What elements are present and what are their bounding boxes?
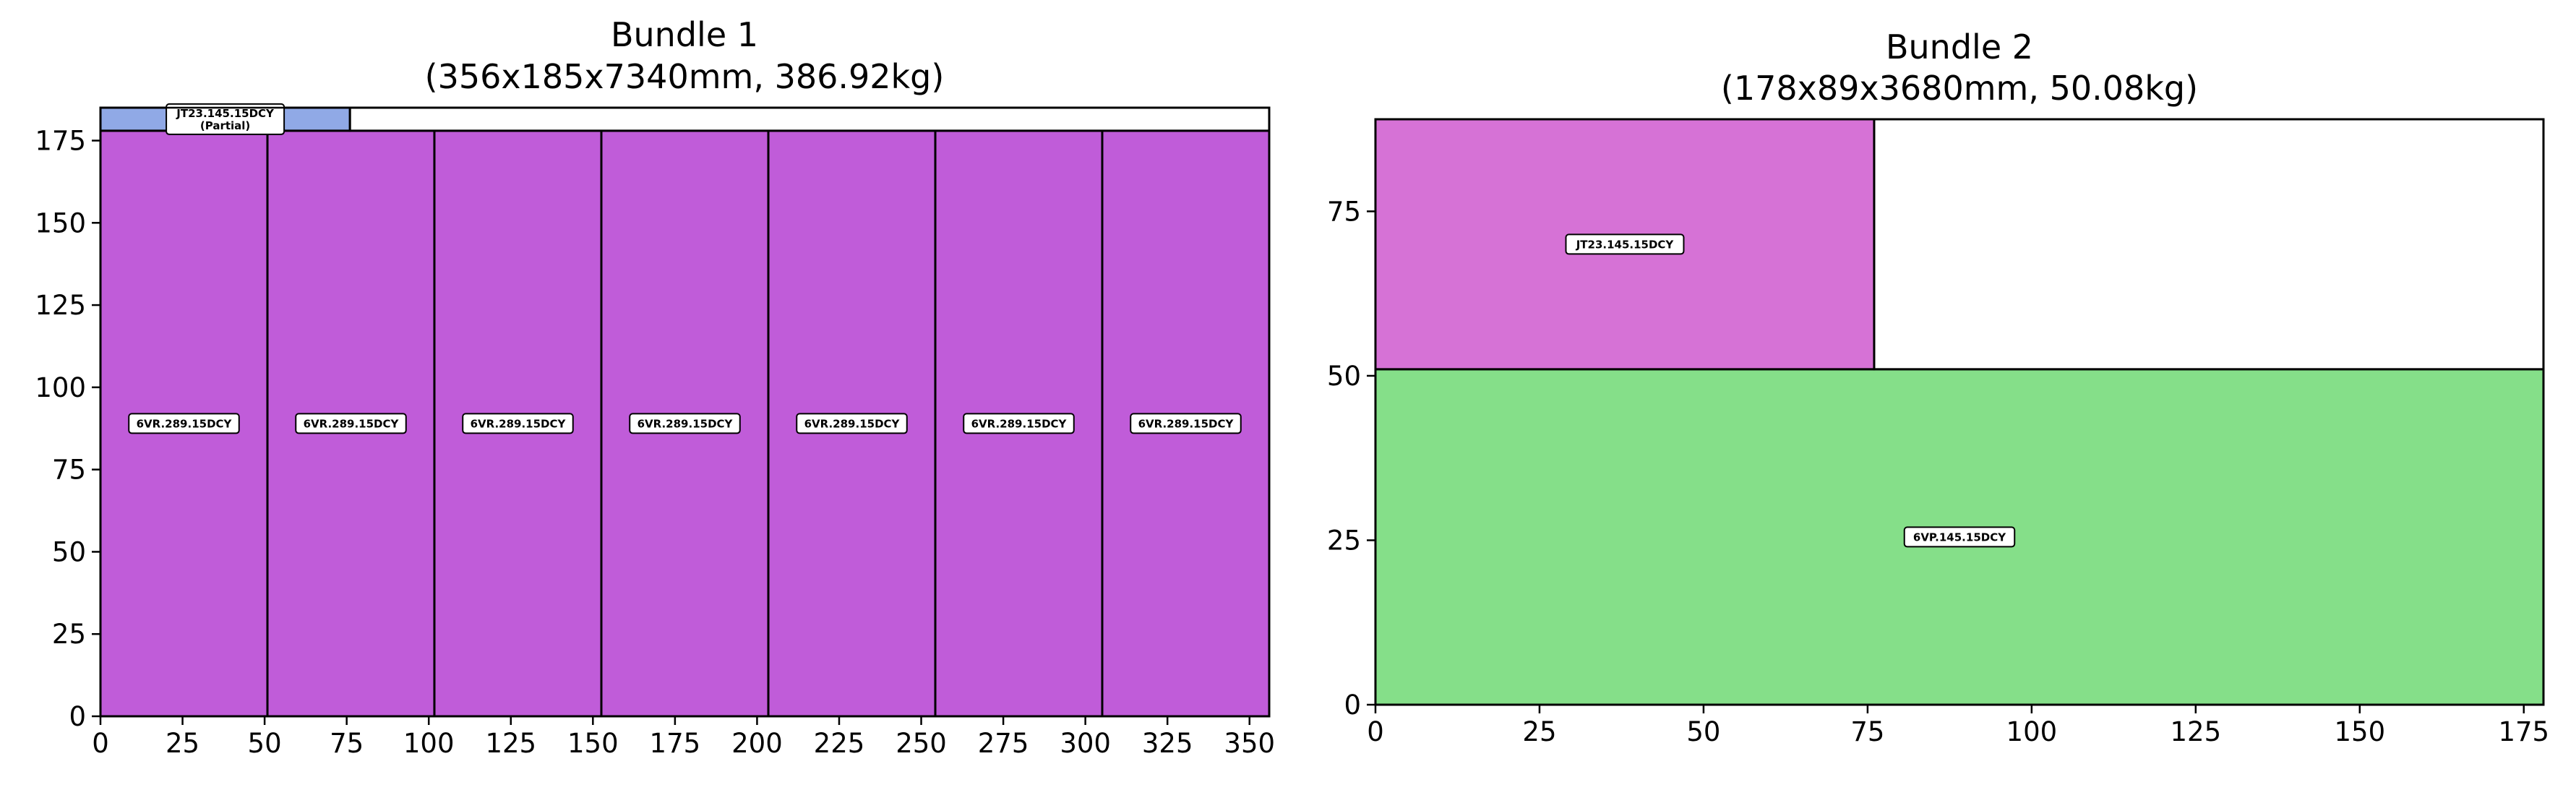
piece-label: 6VR.289.15DCY — [796, 413, 908, 434]
y-tick-label: 0 — [1344, 690, 1361, 721]
empty-space-rect — [348, 106, 1271, 132]
piece-label-box — [1130, 413, 1242, 434]
piece-label-box — [1903, 526, 2016, 548]
axes-frame — [1374, 118, 2545, 706]
piece-label: JT23.145.15DCY — [1565, 233, 1685, 255]
piece-label-text: 6VR.289.15DCY — [137, 417, 233, 430]
y-tick-label: 25 — [1327, 525, 1361, 556]
x-tick-label: 175 — [2498, 716, 2549, 747]
piece-label-text: 6VR.289.15DCY — [637, 417, 734, 430]
x-tick-label: 75 — [1850, 716, 1884, 747]
piece-label-box — [128, 413, 240, 434]
piece-sublabel-text: (Partial) — [200, 119, 250, 132]
x-tick-label: 50 — [1686, 716, 1720, 747]
piece-label-text: JT23.145.15DCY — [176, 107, 275, 120]
chart-bundle-2: Bundle 2 (178x89x3680mm, 50.08kg) 6VP.14… — [1327, 27, 2549, 747]
y-tick-label: 75 — [1327, 196, 1361, 227]
x-tick-label: 275 — [978, 728, 1029, 759]
y-tick-label: 125 — [35, 290, 86, 321]
axes-frame — [99, 106, 1271, 718]
x-tick-label: 325 — [1142, 728, 1193, 759]
y-tick-label: 25 — [52, 619, 86, 650]
piece-label: 6VR.289.15DCY — [963, 413, 1075, 434]
x-tick-label: 50 — [248, 728, 282, 759]
x-tick-label: 100 — [2006, 716, 2058, 747]
x-tick-label: 75 — [330, 728, 364, 759]
piece-label-text: 6VR.289.15DCY — [471, 417, 567, 430]
piece-label: 6VR.289.15DCY — [629, 413, 741, 434]
piece-label-text: JT23.145.15DCY — [1576, 238, 1675, 251]
y-tick-label: 175 — [35, 126, 86, 157]
x-tick-label: 250 — [896, 728, 947, 759]
chart-subtitle: (178x89x3680mm, 50.08kg) — [1721, 69, 2198, 108]
piece-label-box — [295, 413, 407, 434]
piece-label: 6VR.289.15DCY — [128, 413, 240, 434]
x-tick-label: 25 — [1522, 716, 1556, 747]
piece-label-text: 6VP.145.15DCY — [1913, 531, 2006, 544]
piece-label-text: 6VR.289.15DCY — [304, 417, 400, 430]
y-tick-label: 50 — [1327, 361, 1361, 392]
x-tick-label: 125 — [485, 728, 536, 759]
y-tick-label: 100 — [35, 372, 86, 403]
x-tick-label: 150 — [567, 728, 619, 759]
x-tick-label: 350 — [1224, 728, 1275, 759]
piece-label: 6VR.289.15DCY — [462, 413, 574, 434]
piece-label: JT23.145.15DCY(Partial) — [166, 103, 285, 135]
y-tick-label: 150 — [35, 207, 86, 239]
x-tick-label: 0 — [92, 728, 109, 759]
piece-label-box — [1565, 233, 1685, 255]
x-tick-label: 200 — [731, 728, 783, 759]
y-tick-label: 0 — [69, 701, 86, 732]
piece-label-text: 6VR.289.15DCY — [804, 417, 901, 430]
piece-label: 6VP.145.15DCY — [1903, 526, 2016, 548]
x-tick-label: 125 — [2171, 716, 2222, 747]
x-tick-label: 0 — [1367, 716, 1384, 747]
x-tick-label: 25 — [166, 728, 199, 759]
x-tick-label: 175 — [650, 728, 701, 759]
piece-label-box — [462, 413, 574, 434]
piece-label-box — [963, 413, 1075, 434]
y-tick-label: 75 — [52, 455, 86, 486]
chart-subtitle: (356x185x7340mm, 386.92kg) — [425, 57, 945, 96]
piece-label-text: 6VR.289.15DCY — [971, 417, 1068, 430]
chart-title: Bundle 2 — [1886, 27, 2033, 66]
piece-label-box — [629, 413, 741, 434]
x-tick-label: 150 — [2334, 716, 2385, 747]
x-tick-label: 225 — [814, 728, 865, 759]
x-tick-label: 100 — [403, 728, 455, 759]
piece-label: 6VR.289.15DCY — [295, 413, 407, 434]
empty-space-rect — [1873, 118, 2545, 371]
piece-label-text: 6VR.289.15DCY — [1138, 417, 1235, 430]
chart-bundle-1: Bundle 1 (356x185x7340mm, 386.92kg) 6VR.… — [35, 15, 1275, 759]
piece-label-box — [796, 413, 908, 434]
x-tick-label: 300 — [1060, 728, 1111, 759]
piece-label-box — [166, 103, 285, 135]
piece-label: 6VR.289.15DCY — [1130, 413, 1242, 434]
chart-title: Bundle 1 — [611, 15, 758, 54]
y-tick-label: 50 — [52, 536, 86, 567]
